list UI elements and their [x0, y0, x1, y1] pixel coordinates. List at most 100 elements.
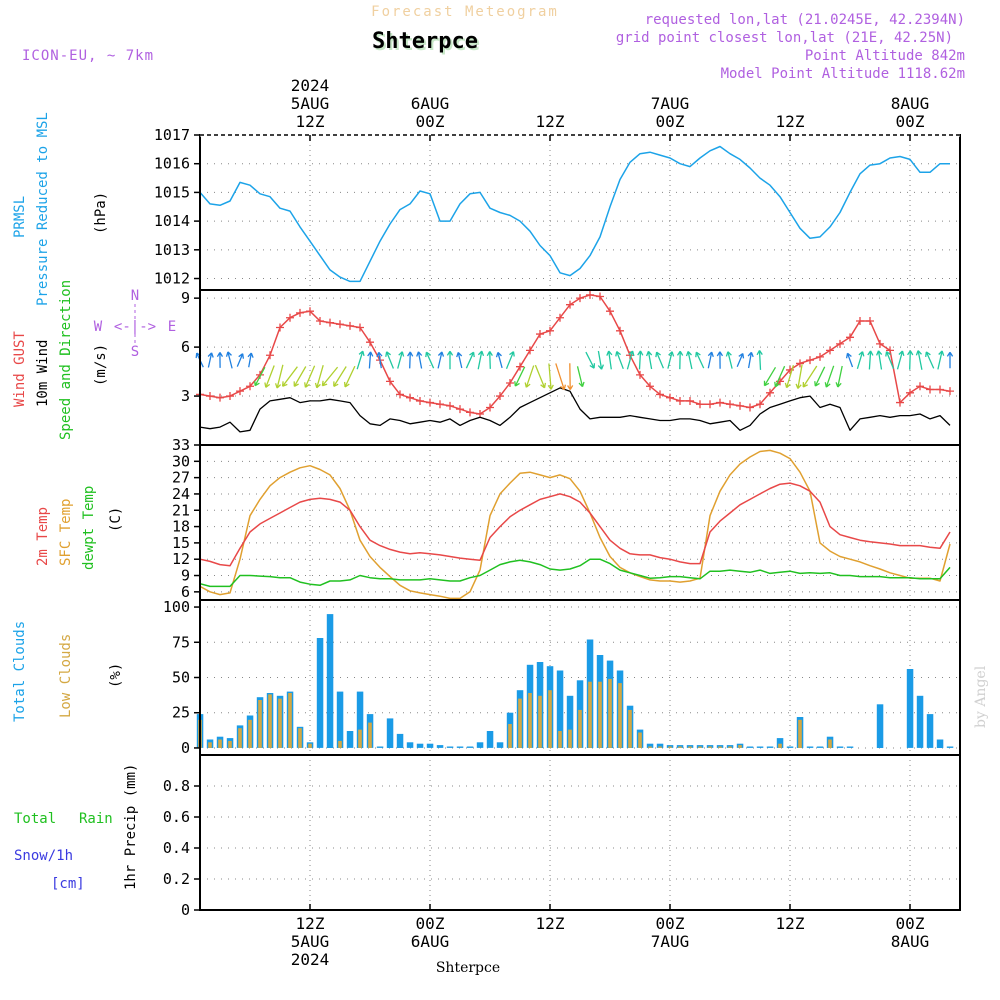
low-clouds-bar — [828, 739, 832, 748]
wind-direction-arrow — [747, 351, 754, 369]
y-tick-label: 15 — [172, 534, 190, 552]
gust-marker — [846, 333, 854, 342]
wind-direction-arrow — [477, 350, 485, 370]
low-clouds-bar — [618, 683, 622, 748]
product-title: Forecast Meteogram — [371, 4, 559, 20]
y-tick-label: 100 — [163, 598, 190, 616]
y-tick-label: 0 — [181, 739, 190, 757]
total-clouds-bar — [416, 743, 424, 748]
time-label-bottom: 7AUG — [651, 932, 690, 951]
gust-marker — [616, 326, 624, 335]
wind-direction-arrow — [925, 351, 935, 369]
gust-marker — [436, 400, 444, 409]
gust-marker — [486, 403, 494, 412]
wind-direction-arrow — [814, 366, 826, 387]
total-clouds-bar — [326, 614, 334, 748]
total-clouds-bar — [446, 746, 454, 748]
wind-direction-arrow — [254, 366, 266, 387]
low-clouds-bar — [528, 693, 532, 748]
total-clouds-bar — [456, 746, 464, 748]
y-tick-label: 9 — [181, 567, 190, 585]
wind-direction-arrow — [274, 364, 284, 389]
y-tick-label: 25 — [172, 704, 190, 722]
gust-marker — [786, 365, 794, 374]
time-label-bottom: 6AUG — [411, 932, 450, 951]
wind-direction-arrow — [763, 366, 777, 387]
grid-layer — [200, 135, 960, 910]
gust-marker — [536, 330, 544, 339]
low-clouds-bar — [688, 746, 692, 748]
total-clouds-bar — [816, 746, 824, 748]
wind-direction-arrow — [514, 366, 526, 387]
time-label-bottom: 8AUG — [891, 932, 930, 951]
location-title: Shterpce — [372, 29, 478, 54]
wind-direction-arrow — [736, 352, 745, 368]
low-clouds-bar — [548, 690, 552, 748]
wind-direction-arrow — [547, 363, 554, 390]
clouds-unit: (%) — [108, 663, 124, 688]
wind-direction-arrow — [946, 351, 954, 369]
wind-direction-arrow — [716, 351, 724, 369]
time-label-top: 7AUG — [651, 94, 690, 113]
wind-direction-arrow — [915, 350, 923, 370]
low-clouds-bar — [568, 729, 572, 748]
wind-direction-arrow — [606, 350, 613, 370]
gust-marker — [336, 320, 344, 329]
time-label-top: 00Z — [656, 112, 685, 131]
wind-direction-arrow — [534, 364, 547, 389]
precip-snow-label: Snow/1h — [14, 848, 73, 864]
time-label-top: 5AUG — [291, 94, 330, 113]
time-label-bottom: 00Z — [416, 914, 445, 933]
y-tick-label: 9 — [181, 289, 190, 307]
wind-direction-arrow — [784, 365, 795, 389]
precip-unit: 1hr Precip (mm) — [123, 764, 139, 890]
y-tick-label: 33 — [172, 436, 190, 454]
low-clouds-label: Low Clouds — [58, 634, 74, 718]
total-clouds-bar — [916, 695, 924, 748]
gust-marker — [206, 392, 214, 401]
compass-w: W — [94, 319, 103, 335]
wind-direction-arrow — [885, 351, 895, 369]
gust-marker — [876, 339, 884, 348]
wind-direction-arrow — [856, 351, 865, 369]
compass-n: N — [131, 288, 139, 304]
gust-marker — [526, 346, 534, 355]
wind-direction-arrow — [845, 352, 854, 368]
wind-direction-arrow — [824, 365, 835, 388]
gust-marker — [506, 379, 514, 387]
gust-marker — [466, 408, 474, 417]
pressure-line — [199, 145, 950, 283]
gust-marker — [836, 339, 844, 348]
low-clouds-bar — [308, 743, 312, 748]
wind-direction-arrow — [655, 351, 664, 369]
time-label-top: 8AUG — [891, 94, 930, 113]
low-clouds-bar — [358, 729, 362, 748]
gust-marker — [656, 390, 664, 399]
wind-direction-arrow — [685, 350, 693, 370]
wind-direction-arrow — [416, 351, 423, 369]
time-label-bottom: 5AUG — [291, 932, 330, 951]
total-clouds-bar — [646, 743, 654, 748]
credit-text: by Angel — [973, 665, 989, 728]
y-tick-label: 0.2 — [163, 870, 190, 888]
gust-marker — [916, 382, 924, 391]
gust-marker — [276, 323, 284, 332]
y-tick-label: 30 — [172, 452, 190, 470]
y-tick-label: 3 — [181, 387, 190, 405]
wind-direction-arrow — [495, 351, 503, 369]
gust-marker — [936, 385, 944, 394]
wind-direction-arrow — [867, 350, 874, 370]
total-clouds-bar — [356, 691, 364, 748]
sfc-temp-line — [199, 449, 951, 600]
compass-e: E — [168, 319, 176, 335]
low-clouds-bar — [728, 746, 732, 748]
low-clouds-bar — [278, 698, 282, 748]
compass-arrows: <-|-> — [114, 319, 156, 335]
total-clouds-bar — [776, 738, 784, 748]
wind-direction-arrow — [304, 365, 316, 388]
wind-direction-arrow — [725, 351, 733, 369]
total-clouds-bar — [846, 746, 854, 748]
wind-direction-arrow — [615, 350, 624, 370]
wind-direction-arrow — [835, 365, 843, 388]
